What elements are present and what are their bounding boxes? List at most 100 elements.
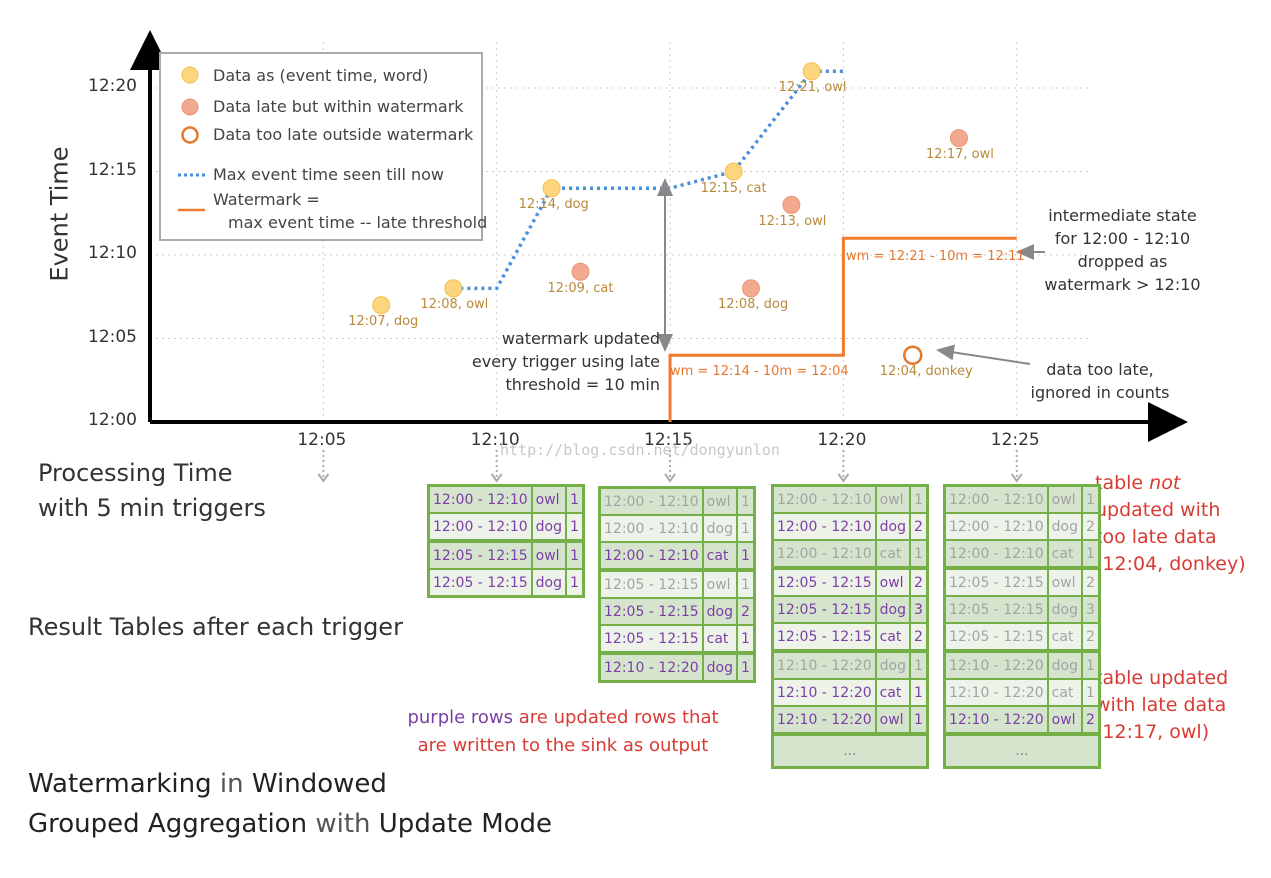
y-tick-label: 12:10 [88,243,137,263]
data-point-label: 12:21, owl [778,80,847,96]
cell-word: dog [701,514,739,543]
cell-count: 3 [908,595,929,624]
cell-window: 12:05 - 12:15 [771,566,877,597]
cell-count: 1 [908,678,929,707]
cell-count: 2 [908,622,929,652]
note-text: too late data [1095,526,1217,548]
cell-window: 12:00 - 12:10 [771,484,877,514]
data-point-label: 12:04, donkey [879,364,973,380]
title-part: Grouped Aggregation [28,809,308,839]
cell-window: 12:00 - 12:10 [771,539,877,569]
cell-word: owl [530,539,568,570]
site-watermark: http://blog.csdn.net/dongyunlon [500,441,780,459]
cell-count: 2 [908,566,929,597]
result-table-1220: 12:00 - 12:10 owl 1 12:00 - 12:10 dog 2 12:00 … [771,484,929,769]
legend-too-late: Data too late outside watermark [213,125,474,144]
title-part: Windowed [251,769,387,799]
cell-count: 1 [735,651,756,683]
x-axis-sublabel: with 5 min triggers [38,494,266,522]
data-point-on-time [542,179,561,198]
cell-word: dog [1046,595,1084,624]
intermediate-line: dropped as [1077,252,1168,271]
cell-word: dog [530,568,568,598]
more-ellipsis: ... [771,732,929,769]
cell-count: 1 [908,705,929,735]
cell-window: 12:05 - 12:15 [598,597,704,626]
table-row: 12:10 - 12:20 owl 2 [943,705,1101,735]
cell-count: 2 [735,597,756,626]
cell-word: dog [874,595,912,624]
data-point-late-within [782,195,801,214]
data-point-label: 12:08, owl [420,297,489,313]
cell-window: 12:10 - 12:20 [771,705,877,735]
y-tick-label: 12:00 [88,410,137,430]
data-point-label: 12:14, dog [518,197,589,213]
y-axis-label: Event Time [45,146,74,282]
table-row: 12:00 - 12:10 dog 1 [427,512,585,542]
too-late-arrow [936,344,1031,365]
cell-count: 1 [735,568,756,599]
note-text: with late data [1095,694,1227,716]
x-tick-label: 12:15 [644,430,694,450]
data-point-late-within [571,262,590,281]
cell-window: 12:05 - 12:15 [598,568,704,599]
data-point-late-within [741,279,760,298]
cell-count: 1 [908,539,929,569]
table-row: 12:05 - 12:15 owl 1 [427,539,585,570]
data-points [372,62,968,365]
cell-count: 1 [908,484,929,514]
table-row: 12:05 - 12:15 dog 3 [771,595,929,624]
table-row: 12:00 - 12:10 dog 2 [771,512,929,541]
cell-window: 12:05 - 12:15 [771,595,877,624]
table-row: 12:00 - 12:10 dog 2 [943,512,1101,541]
result-table-1215: 12:00 - 12:10 owl 1 12:00 - 12:10 dog 1 12:00 … [598,486,756,683]
cell-count: 1 [735,541,756,571]
note-text: updated with [1095,499,1221,521]
cell-count: 1 [564,512,585,542]
cell-count: 2 [1080,622,1101,652]
data-point-label: 12:07, dog [348,314,419,330]
cell-window: 12:10 - 12:20 [943,705,1049,735]
cell-word: cat [874,539,912,569]
cell-count: 3 [1080,595,1101,624]
not-updated-annotation: table not updated with too late data (12… [1095,470,1246,578]
cell-window: 12:00 - 12:10 [943,539,1049,569]
result-tables-label: Result Tables after each trigger [28,613,403,641]
trigger-arrowhead [490,473,503,483]
legend-max-event: Max event time seen till now [213,165,445,184]
cell-window: 12:00 - 12:10 [943,484,1049,514]
table-row: 12:10 - 12:20 dog 1 [943,649,1101,680]
intermediate-annotation: intermediate state for 12:00 - 12:10 dro… [1040,204,1205,296]
data-point-label: 12:15, cat [700,180,767,196]
wm-label-2: wm = 12:21 - 10m = 12:11 [846,249,1025,264]
legend-box [159,52,483,241]
cell-word: cat [874,678,912,707]
cell-count: 1 [735,624,756,654]
legend-watermark: Watermark = [213,190,320,209]
cell-window: 12:05 - 12:15 [427,539,533,570]
table-row: 12:00 - 12:10 cat 1 [598,541,756,571]
cell-count: 1 [1080,484,1101,514]
cell-word: dog [874,649,912,680]
more-ellipsis: ... [943,732,1101,769]
cell-window: 12:00 - 12:10 [598,541,704,571]
title-part: Update Mode [378,809,553,839]
data-point-on-time [444,279,463,298]
x-tick-label: 12:10 [470,430,520,450]
data-point-too-late [902,345,923,365]
cell-word: dog [1046,649,1084,680]
cell-word: owl [1046,705,1084,735]
table-row: 12:05 - 12:15 cat 2 [771,622,929,652]
cell-word: owl [874,566,912,597]
cell-window: 12:05 - 12:15 [943,566,1049,597]
data-point-on-time [372,296,391,315]
cell-word: owl [1046,484,1084,514]
cell-word: owl [701,486,739,516]
cell-word: cat [701,624,739,654]
intermediate-line: for 12:00 - 12:10 [1054,229,1191,248]
threshold-line: every trigger using late [471,352,660,371]
note-text: (12:04, donkey) [1095,553,1246,575]
table-row-more: ... [771,732,929,769]
